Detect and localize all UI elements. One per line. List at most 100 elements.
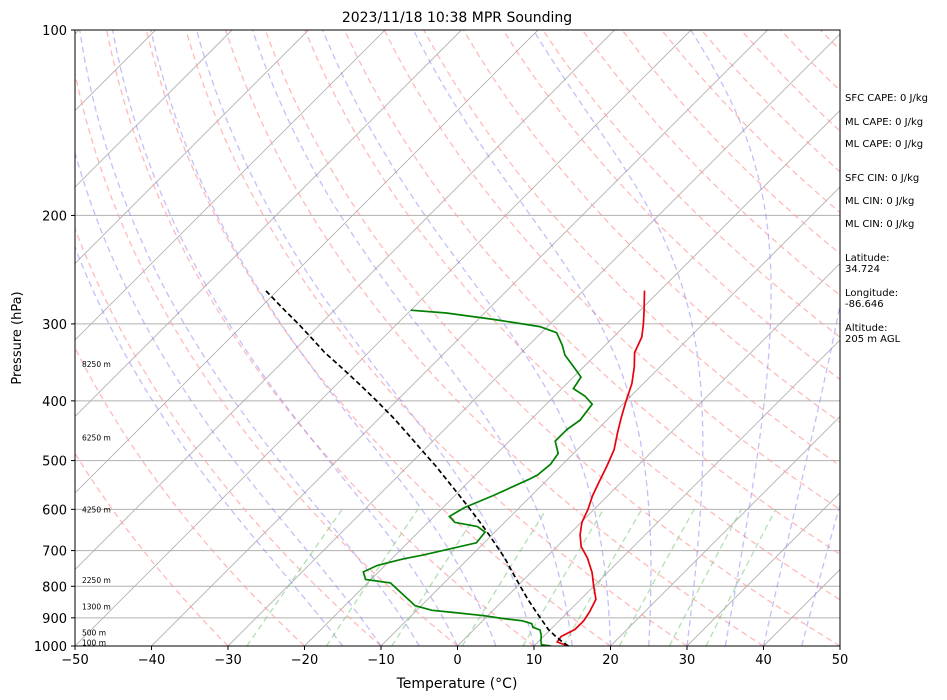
moist-adiabat-line xyxy=(690,30,772,646)
moist-adiabat-line xyxy=(195,30,535,646)
mixing-ratio-line xyxy=(562,508,643,646)
altitude-value: 205 m AGL xyxy=(845,334,901,345)
mixing-ratio-line xyxy=(618,508,695,646)
dry-adiabat-line xyxy=(105,30,535,646)
height-label: 100 m xyxy=(82,638,106,647)
plot-frame xyxy=(74,29,841,647)
y-axis-label: Pressure (hPa) xyxy=(10,291,25,384)
y-tick-label: 300 xyxy=(42,318,67,333)
mixing-ratio-line xyxy=(325,508,419,646)
mixing-ratio-line xyxy=(391,508,481,646)
x-tick-label: −20 xyxy=(291,653,318,668)
x-axis-label: Temperature (°C) xyxy=(396,676,518,692)
longitude-label: Longitude: xyxy=(845,288,899,299)
mixing-ratio-line xyxy=(461,508,547,646)
moist-adiabat-line xyxy=(532,30,704,646)
ml-cape-2: ML CAPE: 0 J/kg xyxy=(845,139,924,150)
isotherm-line xyxy=(75,30,309,265)
mixing-ratio-line xyxy=(522,508,605,646)
y-tick-label: 800 xyxy=(42,580,67,595)
y-tick-label: 900 xyxy=(42,612,67,627)
sfc-cape: SFC CAPE: 0 J/kg xyxy=(845,93,928,104)
y-tick-label: 1000 xyxy=(34,640,67,655)
isotherm-line xyxy=(533,339,840,646)
dry-adiabat-line xyxy=(75,346,305,646)
isotherm-line xyxy=(75,30,233,188)
parcel-line xyxy=(265,290,569,646)
isotherm-line xyxy=(75,30,462,418)
moist-adiabat-line xyxy=(251,30,573,646)
x-tick-label: 40 xyxy=(755,653,772,668)
isotherm-line xyxy=(686,492,840,646)
y-tick-label: 500 xyxy=(42,455,67,470)
x-tick-label: −50 xyxy=(61,653,88,668)
dry-adiabat-line xyxy=(939,30,947,646)
height-label: 500 m xyxy=(82,629,106,638)
dry-adiabat-line xyxy=(75,226,382,646)
x-tick-label: 0 xyxy=(453,653,461,668)
dry-adiabat-line xyxy=(264,30,840,646)
latitude-label: Latitude: xyxy=(845,253,890,264)
isotherm-line xyxy=(75,30,386,341)
dry-adiabat-line xyxy=(145,30,611,646)
moist-adiabat-line xyxy=(79,30,420,646)
dry-adiabat-line xyxy=(75,70,458,646)
mixing-ratio-line xyxy=(668,508,742,646)
isotherm-line xyxy=(380,186,840,646)
dewpoint-line xyxy=(362,309,594,646)
dry-adiabat-line xyxy=(75,451,229,646)
dry-adiabat-line xyxy=(383,30,840,511)
moist-adiabat-line xyxy=(801,502,840,646)
height-label: 8250 m xyxy=(82,360,111,369)
dry-adiabat-line xyxy=(423,30,840,467)
y-tick-label: 600 xyxy=(42,503,67,518)
dry-adiabat-line xyxy=(343,30,840,556)
moist-adiabat-line xyxy=(762,301,840,646)
height-label: 1300 m xyxy=(82,603,111,612)
height-label: 2250 m xyxy=(82,576,111,585)
ml-cin-1: ML CIN: 0 J/kg xyxy=(845,196,915,207)
isotherm-line xyxy=(75,30,692,646)
longitude-value: -86.646 xyxy=(845,299,884,310)
x-tick-label: −40 xyxy=(138,653,165,668)
height-label: 6250 m xyxy=(82,433,111,442)
chart-title: 2023/11/18 10:38 MPR Sounding xyxy=(342,10,572,26)
isotherm-line xyxy=(610,415,840,646)
latitude-value: 34.724 xyxy=(845,264,880,275)
y-tick-label: 200 xyxy=(42,209,67,224)
x-tick-label: −10 xyxy=(367,653,394,668)
mixing-ratio-line xyxy=(246,508,343,646)
x-tick-label: 50 xyxy=(832,653,849,668)
altitude-label: Altitude: xyxy=(845,323,888,334)
height-label: 4250 m xyxy=(82,506,111,515)
moist-adiabat-line xyxy=(111,30,459,646)
sounding-profiles xyxy=(265,290,646,646)
isotherm-line xyxy=(457,262,840,646)
x-tick-label: −30 xyxy=(214,653,241,668)
moist-adiabat-line xyxy=(322,30,612,646)
isotherm-line xyxy=(304,109,840,646)
moist-adiabat-line xyxy=(75,150,382,646)
dry-adiabat-line xyxy=(185,30,688,646)
dry-adiabat-line xyxy=(304,30,840,601)
ml-cape-1: ML CAPE: 0 J/kg xyxy=(845,117,924,128)
isotherm-line xyxy=(227,33,840,646)
background-lines xyxy=(75,30,947,646)
y-axis-ticks: 100 200 300 400 500 600 700 800 900 1000 xyxy=(34,24,75,655)
y-tick-label: 400 xyxy=(42,395,67,410)
x-tick-label: 30 xyxy=(679,653,696,668)
mixing-ratio-line xyxy=(705,508,777,646)
y-tick-label: 700 xyxy=(42,545,67,560)
x-tick-label: 10 xyxy=(526,653,543,668)
moist-adiabat-line xyxy=(75,245,344,646)
temperature-line xyxy=(555,290,646,646)
isotherm-line xyxy=(75,30,539,494)
sfc-cin: SFC CIN: 0 J/kg xyxy=(845,173,920,184)
ml-cin-2: ML CIN: 0 J/kg xyxy=(845,219,915,230)
y-tick-label: 100 xyxy=(42,24,67,39)
x-axis-ticks: −50 −40 −30 −20 −10 0 10 20 30 40 50 xyxy=(61,646,848,668)
isotherm-line xyxy=(151,30,768,646)
moist-adiabat-line xyxy=(412,30,652,646)
isotherm-line xyxy=(75,30,615,571)
